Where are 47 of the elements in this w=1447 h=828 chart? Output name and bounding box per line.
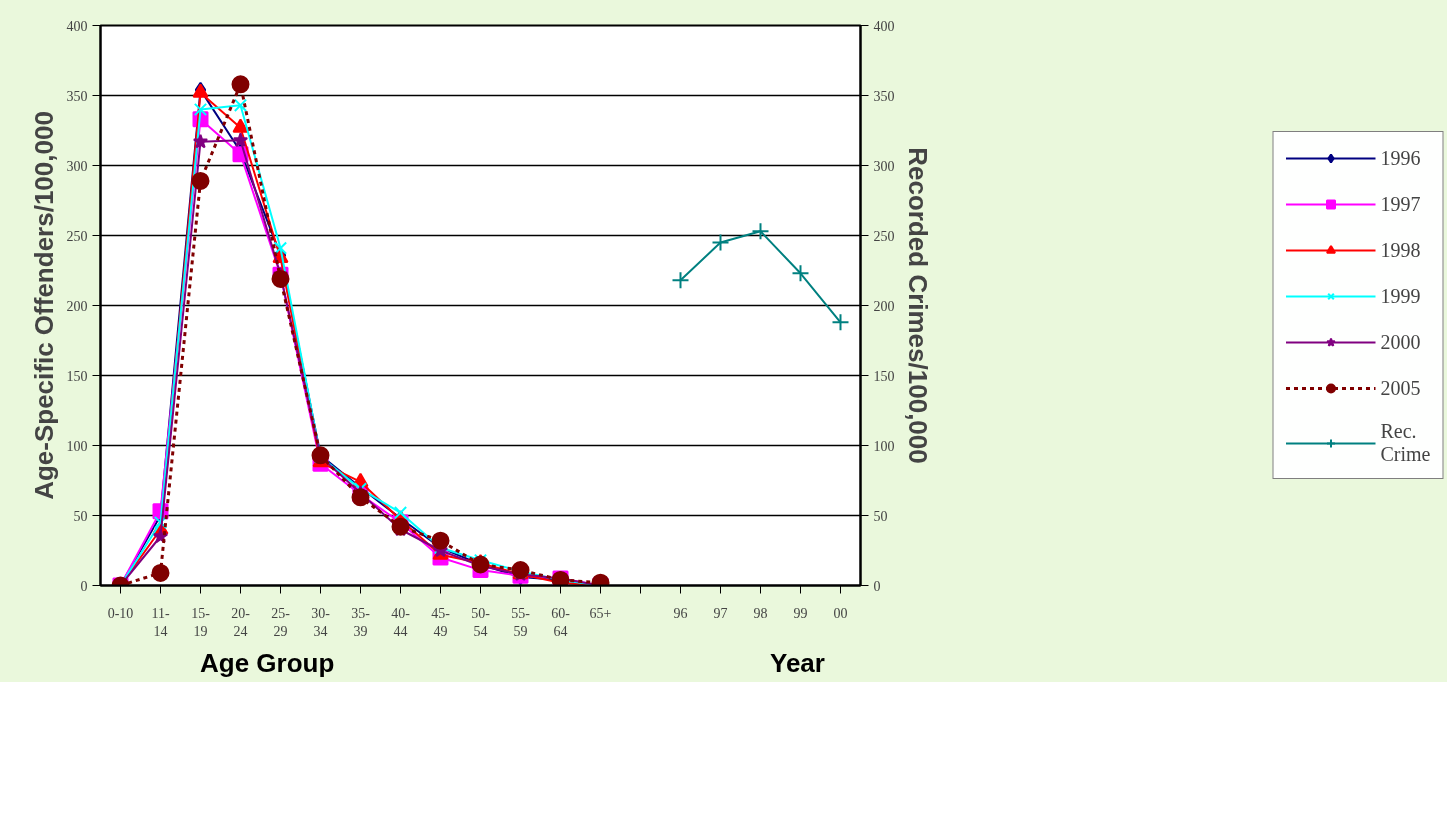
- y2-tick-label: 350: [873, 88, 895, 104]
- y-tick-label: 100: [66, 438, 88, 454]
- y-tick-label: 200: [66, 298, 88, 314]
- y-tick-label: 0: [80, 578, 88, 594]
- y2-tick-label: 200: [873, 298, 895, 314]
- x-tick-label: 00: [833, 605, 848, 621]
- y2-tick-label: 100: [873, 438, 895, 454]
- x-tick-label: 50- 54: [471, 605, 491, 639]
- x-tick-label: 60- 64: [551, 605, 571, 639]
- y-tick-label: 250: [66, 228, 88, 244]
- y-tick-label: 150: [66, 368, 88, 384]
- y2-tick-label: 150: [873, 368, 895, 384]
- legend-label: 1998: [1380, 237, 1421, 263]
- legend-label: Rec. Crime: [1380, 420, 1431, 466]
- y2-tick-label: 250: [873, 228, 895, 244]
- y2-tick-label: 400: [873, 18, 895, 34]
- text: Year: [770, 647, 825, 680]
- x-tick-label: 40- 44: [391, 605, 411, 639]
- x-tick-label: 65+: [589, 605, 612, 621]
- x-tick-label: 20- 24: [231, 605, 251, 639]
- x-tick-label: 35- 39: [351, 605, 371, 639]
- x-tick-label: 25- 29: [271, 605, 291, 639]
- y2-tick-label: 50: [873, 508, 888, 524]
- y-tick-label: 350: [66, 88, 88, 104]
- x-tick-label: 15- 19: [191, 605, 211, 639]
- x-tick-label: 96: [673, 605, 688, 621]
- y2-axis-title: Recorded Crimes/100,000: [902, 147, 933, 464]
- legend-label: 2000: [1380, 329, 1421, 355]
- legend-label: 1997: [1380, 191, 1421, 217]
- x-tick-label: 30- 34: [311, 605, 331, 639]
- legend-label: 2005: [1380, 375, 1421, 401]
- y-tick-label: 400: [66, 18, 88, 34]
- legend-label: 1999: [1380, 283, 1421, 309]
- y-tick-label: 300: [66, 158, 88, 174]
- x-axis-title: Age Group: [200, 647, 335, 680]
- y-axis-title: Age-Specific Offenders/100,000: [28, 111, 59, 500]
- x-tick-label: 55- 59: [511, 605, 531, 639]
- x-tick-label: 97: [713, 605, 728, 621]
- y2-tick-label: 0: [873, 578, 881, 594]
- legend-label: 1996: [1380, 145, 1421, 171]
- y-tick-label: 50: [73, 508, 88, 524]
- x-tick-label: 0-10: [107, 605, 134, 621]
- x-tick-label: 11- 14: [151, 605, 170, 639]
- x-tick-label: 45- 49: [431, 605, 451, 639]
- x-tick-label: 98: [753, 605, 768, 621]
- x-tick-label: 99: [793, 605, 808, 621]
- y2-tick-label: 300: [873, 158, 895, 174]
